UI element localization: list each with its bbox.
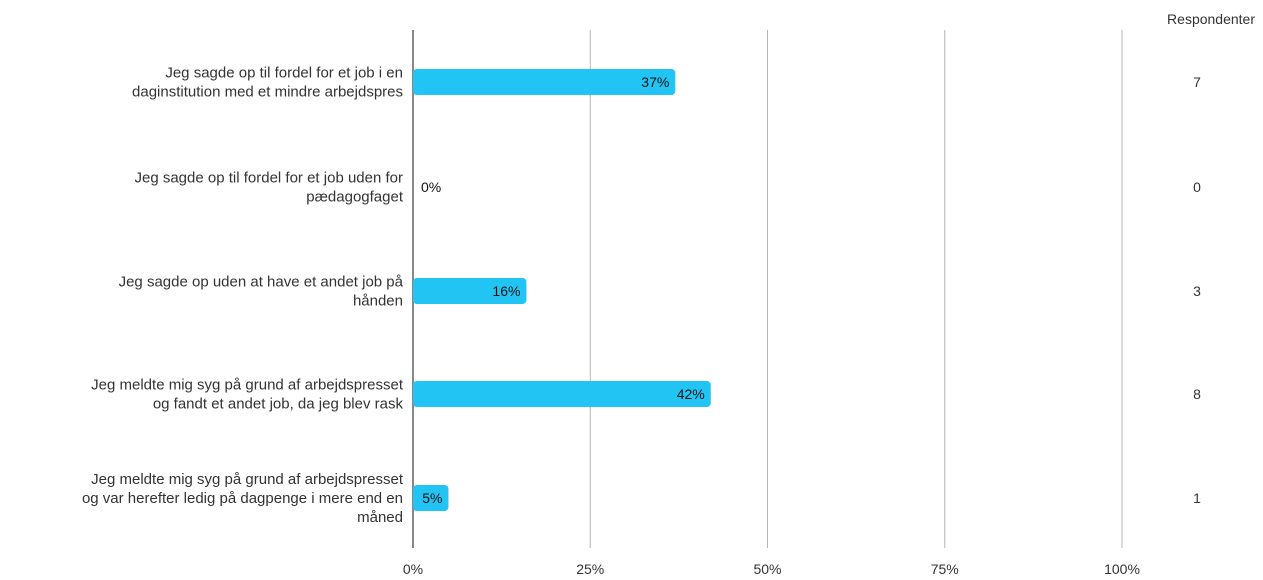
category-label: Jeg sagde op til fordel for et job i en d… bbox=[132, 65, 403, 101]
category-labels: Jeg sagde op til fordel for et job i en d… bbox=[82, 65, 404, 527]
bar-value-label: 0% bbox=[421, 179, 441, 195]
respondent-count: 0 bbox=[1193, 179, 1201, 195]
bar bbox=[413, 278, 527, 304]
x-tick-label: 25% bbox=[576, 561, 604, 577]
bar-value-label: 16% bbox=[492, 283, 520, 299]
respondent-column: 7 0 3 8 1 Respondenter bbox=[1167, 11, 1255, 506]
respondent-count: 7 bbox=[1193, 74, 1201, 90]
bar bbox=[413, 69, 676, 95]
respondent-count: 8 bbox=[1193, 386, 1201, 402]
category-label-line: Jeg sagde op til fordel for et job uden … bbox=[134, 170, 403, 187]
category-label-line: Jeg sagde op uden at have et andet job p… bbox=[119, 274, 404, 291]
category-label-line: Jeg sagde op til fordel for et job i en bbox=[165, 65, 403, 82]
category-label: Jeg sagde op uden at have et andet job p… bbox=[119, 274, 404, 310]
category-label-line: og fandt et andet job, da jeg blev rask bbox=[153, 396, 404, 413]
respondents-header: Respondenter bbox=[1167, 11, 1255, 27]
x-tick-labels: 0% 25% 50% 75% 100% bbox=[403, 561, 1140, 577]
respondent-count: 1 bbox=[1193, 490, 1201, 506]
category-label: Jeg meldte mig syg på grund af arbejdspr… bbox=[82, 471, 404, 526]
bar-value-label: 5% bbox=[422, 490, 442, 506]
category-label-line: hånden bbox=[353, 293, 403, 310]
category-label-line: måned bbox=[357, 509, 403, 526]
bar bbox=[413, 381, 711, 407]
x-tick-label: 0% bbox=[403, 561, 423, 577]
category-label-line: Jeg meldte mig syg på grund af arbejdspr… bbox=[91, 377, 404, 394]
x-tick-label: 75% bbox=[931, 561, 959, 577]
x-tick-label: 50% bbox=[753, 561, 781, 577]
category-label-line: daginstitution med et mindre arbejdspres bbox=[132, 84, 403, 101]
bar bbox=[413, 485, 449, 511]
category-label-line: pædagogfaget bbox=[306, 189, 404, 206]
bar-value-label: 42% bbox=[677, 386, 705, 402]
category-label: Jeg sagde op til fordel for et job uden … bbox=[134, 170, 403, 206]
category-label-line: og var herefter ledig på dagpenge i mere… bbox=[82, 490, 403, 507]
bars: 37% 0% 16% 42% 5% bbox=[413, 69, 711, 511]
x-tick-label: 100% bbox=[1104, 561, 1140, 577]
respondent-count: 3 bbox=[1193, 283, 1201, 299]
bar-value-label: 37% bbox=[641, 74, 669, 90]
category-label: Jeg meldte mig syg på grund af arbejdspr… bbox=[91, 377, 404, 413]
category-label-line: Jeg meldte mig syg på grund af arbejdspr… bbox=[91, 471, 404, 488]
